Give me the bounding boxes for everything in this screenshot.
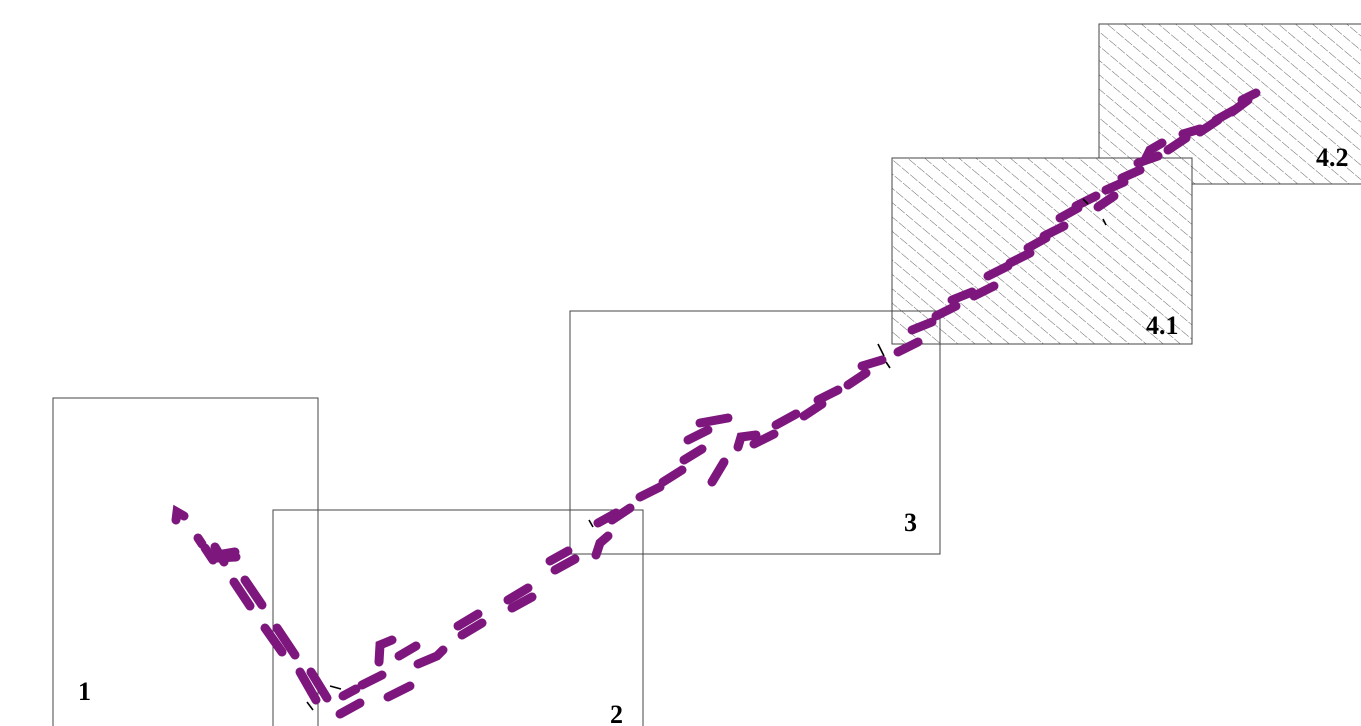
path-dash	[695, 413, 733, 428]
path-dash	[707, 457, 729, 487]
path-dash	[171, 504, 189, 525]
region-label-3: 3	[904, 508, 917, 537]
path-dash	[260, 623, 287, 657]
path-dash	[1237, 88, 1261, 105]
path-dash	[545, 546, 573, 566]
path-dash	[374, 635, 397, 667]
crossing-marker	[588, 519, 594, 528]
path-dash	[357, 670, 387, 690]
path-dash	[683, 425, 713, 445]
crossing-markers	[306, 198, 1107, 711]
path-dash	[799, 399, 827, 421]
path-dash	[893, 337, 923, 357]
path-dash	[457, 618, 487, 640]
path-dash	[969, 281, 999, 301]
region-label-2: 2	[610, 700, 623, 726]
crossing-marker	[329, 685, 342, 690]
crossing-marker	[885, 361, 891, 369]
path-dash	[413, 645, 448, 669]
path-dash	[1005, 248, 1035, 268]
path-dash	[771, 409, 801, 430]
path-dash	[335, 698, 365, 719]
path-dash	[295, 667, 321, 705]
path-dash	[507, 592, 537, 613]
path-dash	[272, 623, 300, 660]
crossing-marker	[1082, 198, 1089, 205]
path-dash	[1117, 165, 1145, 183]
path-dash	[857, 355, 887, 371]
path-dash	[383, 681, 415, 702]
region-2-box	[272, 509, 644, 726]
path-dash	[1039, 221, 1069, 241]
region-label-1: 1	[78, 677, 91, 706]
path-dash	[503, 583, 533, 605]
path-dash	[983, 261, 1013, 281]
path-dash	[658, 465, 687, 487]
path-dash	[591, 531, 613, 560]
path-dash	[749, 429, 779, 449]
path-dash	[550, 554, 580, 575]
path-dash	[212, 552, 241, 563]
path-dash	[931, 301, 961, 321]
region-1-box	[52, 397, 319, 726]
path-dash	[229, 577, 255, 611]
crossing-marker	[1102, 218, 1107, 226]
region-label-4-2: 4.2	[1316, 143, 1349, 172]
path-dash	[907, 317, 937, 335]
crossing-marker	[877, 343, 885, 357]
path-dash	[453, 609, 483, 631]
path-dash	[947, 287, 977, 305]
path-dash	[1140, 138, 1167, 165]
path-dash	[338, 684, 361, 701]
path-dash	[1101, 177, 1129, 195]
region-label-4-1: 4.1	[1146, 311, 1179, 340]
path-dash	[200, 543, 218, 565]
path-dash	[635, 482, 665, 502]
path-dash	[733, 430, 761, 452]
path-dash	[394, 641, 421, 661]
path-dash	[843, 368, 871, 390]
region-3-box	[569, 310, 941, 555]
path-dash	[306, 667, 332, 703]
path-dash	[1163, 133, 1191, 155]
path-dash	[193, 533, 207, 549]
path-dash	[813, 385, 843, 405]
path-dashes	[171, 88, 1261, 719]
path-dash	[607, 503, 635, 525]
path-dash	[240, 575, 267, 610]
crossing-marker	[306, 701, 314, 711]
path-dash	[679, 444, 707, 465]
path-dash	[1093, 191, 1119, 212]
